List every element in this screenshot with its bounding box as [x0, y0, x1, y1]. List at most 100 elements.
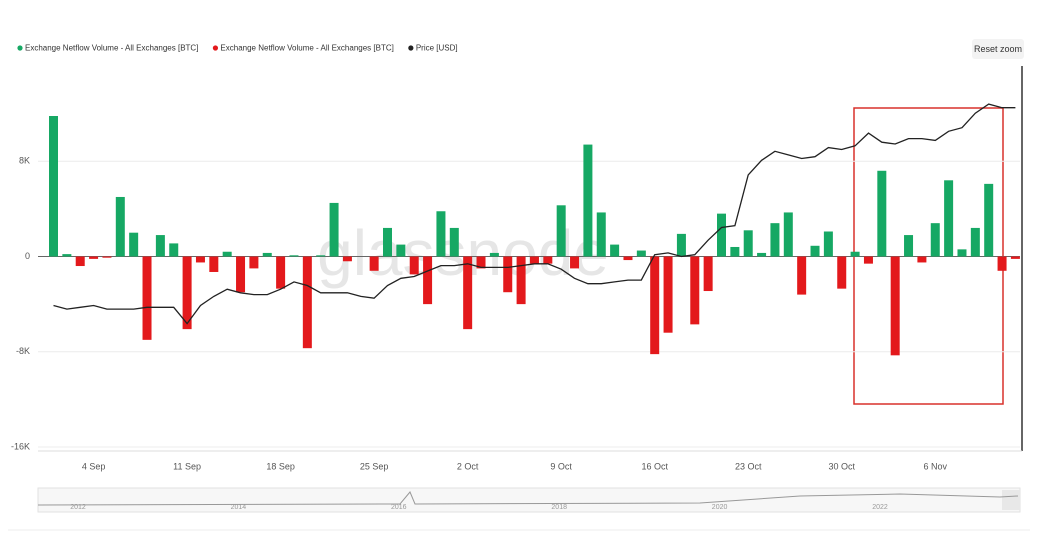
bar — [797, 256, 807, 295]
y-tick-label: 8K — [19, 156, 30, 166]
bar — [663, 256, 673, 333]
bar — [249, 256, 259, 269]
bar — [436, 211, 446, 257]
legend-label: Exchange Netflow Volume - All Exchanges … — [25, 44, 198, 53]
bar — [236, 256, 246, 293]
bar — [195, 256, 205, 263]
bar — [396, 244, 406, 257]
bar — [877, 170, 887, 257]
navigator-label: 2016 — [391, 504, 407, 511]
bar — [904, 235, 914, 257]
bar — [543, 256, 553, 264]
bar — [142, 256, 152, 340]
navigator — [37, 487, 1021, 513]
bar — [583, 144, 593, 257]
bar — [717, 213, 726, 257]
bar — [676, 233, 686, 257]
bar — [289, 255, 299, 257]
bar — [636, 250, 646, 257]
bar — [102, 256, 112, 258]
legend-label: Exchange Netflow Volume - All Exchanges … — [220, 44, 393, 53]
x-tick-label: 6 Nov — [924, 461, 948, 471]
x-tick-label: 9 Oct — [550, 461, 572, 471]
bar — [302, 256, 312, 349]
bar — [489, 252, 499, 257]
bar — [596, 212, 606, 257]
bar — [570, 256, 580, 269]
reset-zoom-button[interactable]: Reset zoom — [972, 39, 1024, 59]
bar — [984, 183, 994, 257]
bar — [155, 235, 165, 257]
navigator-label: 2014 — [231, 504, 247, 511]
legend-marker — [212, 45, 219, 51]
bar — [516, 256, 526, 305]
bar — [182, 256, 192, 330]
bar — [730, 246, 740, 257]
bar — [850, 251, 860, 257]
bar — [276, 256, 286, 289]
legend-marker — [17, 45, 23, 51]
bar — [837, 256, 847, 289]
bar — [997, 256, 1007, 271]
legend-label: Price [USD] — [416, 44, 458, 53]
navigator-label: 2022 — [872, 504, 888, 511]
y-tick-label: 0 — [25, 251, 30, 261]
bar — [222, 251, 232, 257]
bar — [49, 116, 58, 257]
navigator-selection[interactable] — [1002, 490, 1020, 510]
bar — [262, 252, 272, 257]
bar — [169, 243, 179, 257]
x-tick-label: 18 Sep — [266, 461, 295, 471]
x-tick-label: 2 Oct — [457, 461, 479, 471]
bar — [529, 256, 539, 264]
bar — [970, 227, 980, 257]
bar — [316, 255, 326, 257]
navigator-label: 2018 — [551, 504, 567, 511]
bar — [115, 196, 125, 257]
x-tick-label: 23 Oct — [735, 461, 762, 471]
x-tick-label: 16 Oct — [641, 461, 668, 471]
bar — [957, 249, 967, 257]
bar — [823, 231, 833, 257]
bar — [342, 256, 352, 262]
bar — [369, 256, 379, 271]
price-line — [53, 103, 1016, 325]
x-tick-label: 11 Sep — [173, 461, 201, 471]
bar — [423, 256, 433, 305]
bar — [75, 256, 85, 267]
bar — [209, 256, 219, 272]
bar — [476, 256, 486, 269]
bar — [770, 223, 780, 257]
bar — [463, 256, 473, 330]
bar — [89, 256, 99, 259]
bar — [703, 256, 713, 292]
bar — [863, 256, 873, 264]
bar — [623, 256, 633, 261]
bar — [890, 256, 900, 356]
bar — [409, 256, 419, 275]
bar — [917, 256, 927, 263]
bar — [783, 212, 793, 257]
navigator-label: 2020 — [712, 504, 728, 511]
bar — [757, 252, 767, 257]
bar — [129, 232, 139, 257]
y-tick-label: -8K — [16, 346, 30, 356]
y-tick-label: -16K — [11, 441, 30, 451]
x-tick-label: 25 Sep — [360, 461, 389, 471]
navigator-label: 2012 — [70, 504, 86, 511]
bar — [1010, 256, 1020, 259]
navigator-line — [37, 491, 1019, 506]
bar — [329, 202, 339, 257]
bar — [449, 227, 459, 257]
bar — [610, 244, 620, 257]
bar — [743, 230, 753, 257]
bar — [930, 223, 940, 257]
bar — [650, 256, 660, 355]
bar — [503, 256, 513, 293]
x-tick-label: 30 Oct — [828, 461, 855, 471]
bar — [556, 205, 566, 257]
bar — [810, 245, 820, 257]
bar — [944, 180, 954, 257]
